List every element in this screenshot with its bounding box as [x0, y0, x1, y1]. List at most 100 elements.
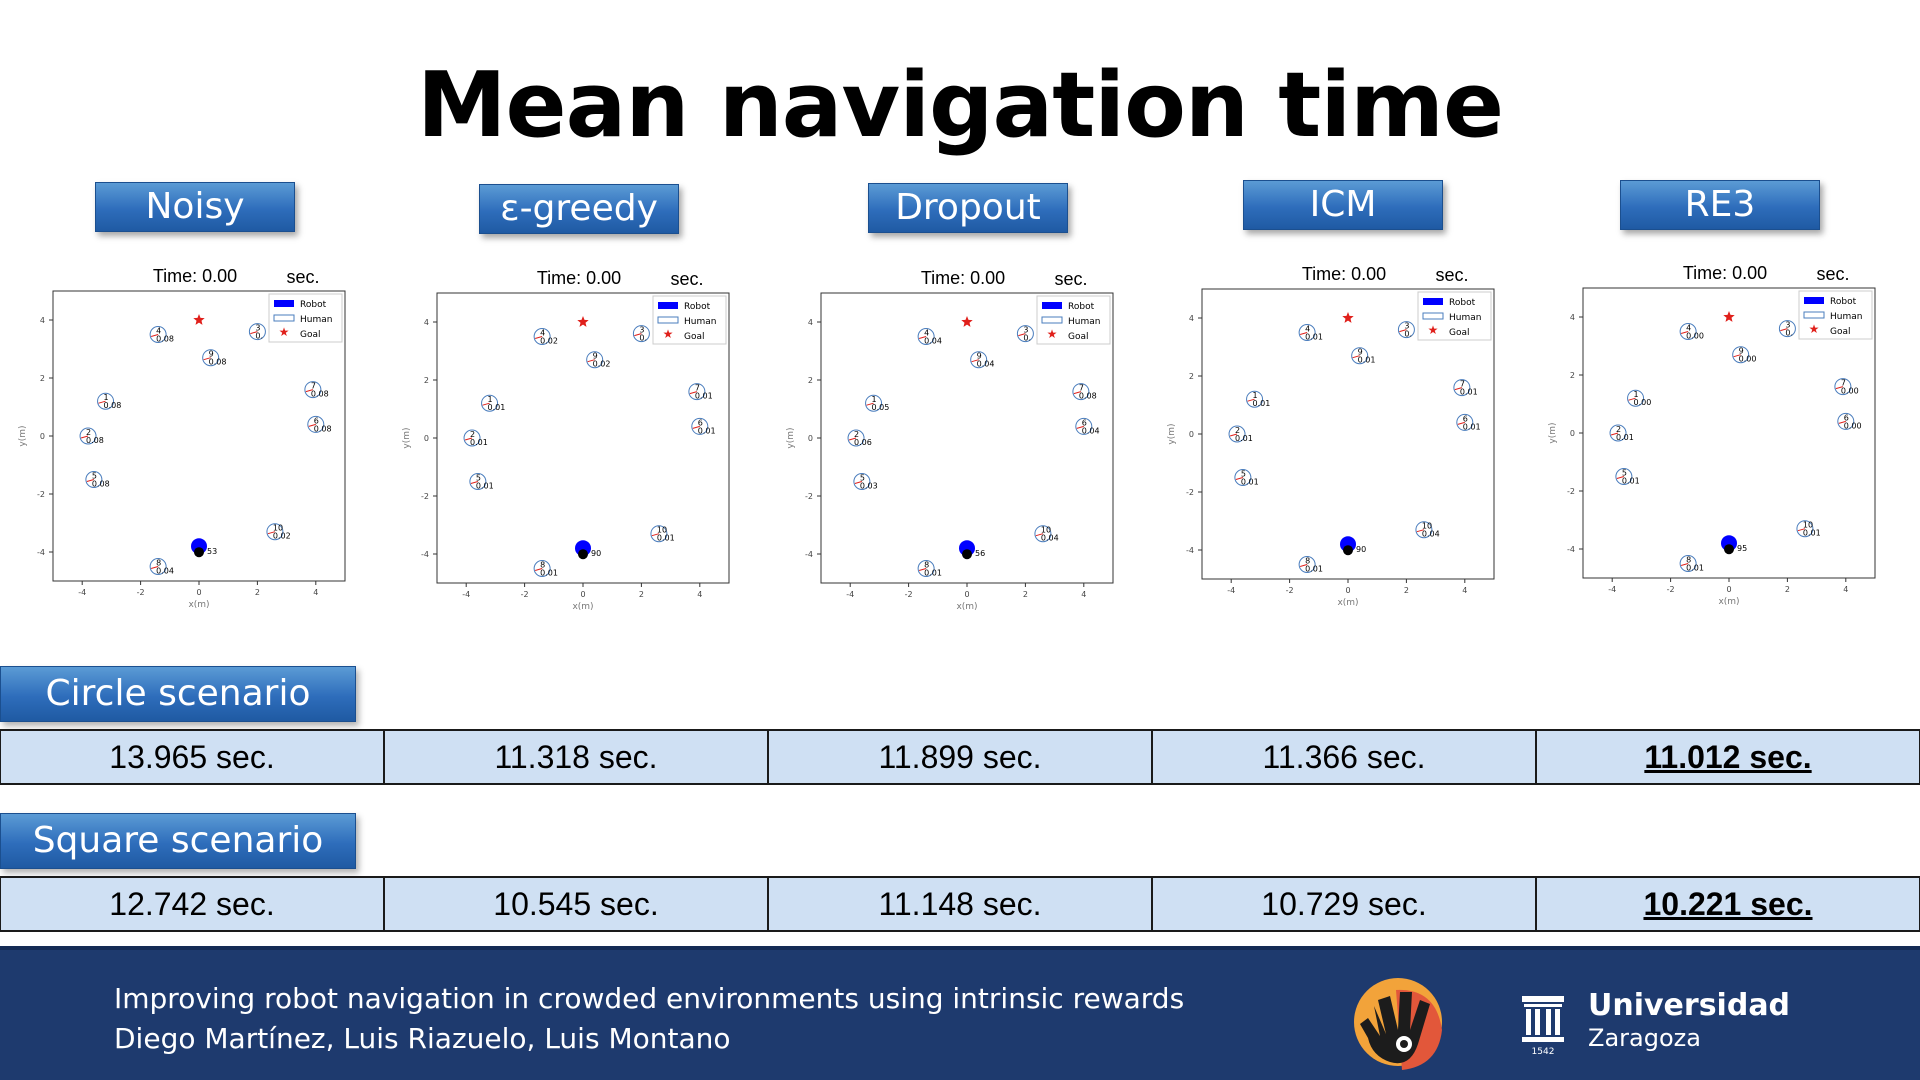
plot-time-label: Time: 0.00 [537, 268, 621, 288]
legend-robot-swatch [274, 300, 294, 307]
human-heading [689, 391, 698, 395]
x-tick-label: 2 [1785, 585, 1790, 594]
x-tick-label: 4 [1843, 585, 1848, 594]
plot-time-unit: sec. [670, 269, 703, 289]
human-heading [971, 359, 979, 363]
square-scenario-button[interactable]: Square scenario [0, 813, 356, 869]
x-tick-label: 2 [639, 590, 644, 599]
robot-value: 56 [975, 549, 985, 558]
human-marker [691, 417, 709, 435]
legend-label: Robot [300, 300, 327, 310]
human-marker [1351, 347, 1369, 365]
legend-label: Human [1830, 312, 1862, 322]
human-value: 0.08 [209, 358, 227, 367]
human-heading [918, 568, 927, 571]
robot-hand-logo-icon [1354, 978, 1442, 1070]
human-marker [650, 525, 668, 543]
human-value: 0.01 [1358, 356, 1376, 365]
human-value: 0. [1785, 329, 1793, 338]
square-time-epsilon-greedy: 10.545 sec. [384, 876, 768, 932]
circle-scenario-button[interactable]: Circle scenario [0, 666, 356, 722]
human-id: 6 [698, 418, 703, 427]
x-tick-label: 0 [1345, 586, 1350, 595]
human-value: 0.08 [314, 424, 332, 433]
university-city: Zaragoza [1588, 1024, 1701, 1052]
human-heading [651, 533, 660, 537]
x-tick-label: 4 [1462, 586, 1467, 595]
human-value: 0.01 [1235, 434, 1253, 443]
method-button-icm[interactable]: ICM [1243, 180, 1443, 230]
y-tick-label: -4 [421, 550, 429, 559]
navigation-plot-dropout: Time: 0.00 sec.-4 -2 0 2 4-4-2024x(m)y(m)10.0… [786, 268, 1114, 612]
human-marker [1453, 379, 1471, 397]
human-heading [86, 479, 95, 482]
y-tick-label: 0 [424, 434, 429, 443]
x-tick-label: -4 [462, 590, 470, 599]
legend-label: Robot [1449, 298, 1476, 308]
human-heading [634, 333, 642, 337]
human-marker [1298, 556, 1316, 573]
human-marker [1778, 320, 1796, 338]
human-id: 2 [1616, 425, 1621, 434]
x-tick-label: -4 [1227, 586, 1235, 595]
human-value: 0.01 [695, 392, 713, 401]
method-button-re3[interactable]: RE3 [1620, 180, 1820, 230]
human-heading [150, 566, 159, 569]
human-heading [534, 568, 543, 571]
x-axis-label: x(m) [1337, 598, 1358, 608]
human-value: 0.08 [104, 401, 122, 410]
y-tick-label: -2 [1567, 487, 1575, 496]
y-tick-label: -2 [37, 490, 45, 499]
human-heading [250, 331, 258, 335]
y-tick-label: 0 [40, 432, 45, 441]
legend-label: Goal [300, 330, 321, 340]
human-id: 5 [1622, 469, 1627, 478]
y-tick-label: 4 [808, 318, 813, 327]
human-marker [304, 381, 322, 399]
human-id: 1 [1253, 391, 1258, 400]
human-heading [1454, 387, 1463, 391]
human-heading [482, 402, 490, 406]
y-tick-label: -4 [37, 548, 45, 557]
human-id: 1 [488, 395, 493, 404]
y-tick-label: -2 [1186, 488, 1194, 497]
robot-base [578, 549, 588, 560]
goal-star [577, 316, 589, 327]
human-value: 0.01 [1305, 333, 1323, 342]
plot-time-unit: sec. [1816, 264, 1849, 284]
human-heading [1616, 476, 1625, 479]
paper-title: Improving robot navigation in crowded en… [114, 982, 1185, 1015]
y-tick-label: 4 [1570, 313, 1575, 322]
human-value: 0.01 [1463, 422, 1481, 431]
legend-label: Robot [1068, 302, 1095, 312]
plot-icm: Time: 0.00 sec. -4 -2 0 2 4 -4 -2 0 2 4 x(m) y(m) 1 0.0… [1164, 259, 1524, 614]
human-marker [917, 560, 935, 577]
y-tick-label: -4 [1567, 545, 1575, 554]
human-heading [587, 359, 595, 363]
legend-label: Human [1449, 313, 1481, 323]
human-value: 0.01 [1241, 478, 1259, 487]
founding-year: 1542 [1532, 1047, 1555, 1057]
method-button-dropout[interactable]: Dropout [868, 183, 1068, 233]
human-heading [98, 400, 106, 404]
method-button-epsilon-greedy[interactable]: ε-greedy [479, 184, 679, 234]
human-value: 0.02 [540, 337, 558, 346]
human-heading [1035, 533, 1044, 537]
human-id: 4 [1305, 325, 1310, 334]
university-name: Universidad [1588, 988, 1791, 1023]
robot-base [1343, 545, 1353, 556]
method-button-noisy[interactable]: Noisy [95, 182, 295, 232]
human-heading [305, 389, 314, 393]
plot-time-label: Time: 0.00 [921, 268, 1005, 288]
x-tick-label: 2 [255, 588, 260, 597]
navigation-plot-epsilon-greedy: Time: 0.00 sec.-4 -2 0 2 4-4-2024x(m)y(m)10.0… [402, 268, 730, 612]
y-tick-label: 2 [1189, 372, 1194, 381]
human-heading [203, 357, 211, 361]
human-id: 1 [872, 395, 877, 404]
legend-robot-swatch [1423, 298, 1443, 305]
human-value: 0.06 [854, 438, 872, 447]
human-id: 10 [1041, 526, 1051, 535]
human-heading [1299, 564, 1308, 567]
human-value: 0.05 [872, 403, 890, 412]
human-marker [1609, 424, 1627, 442]
